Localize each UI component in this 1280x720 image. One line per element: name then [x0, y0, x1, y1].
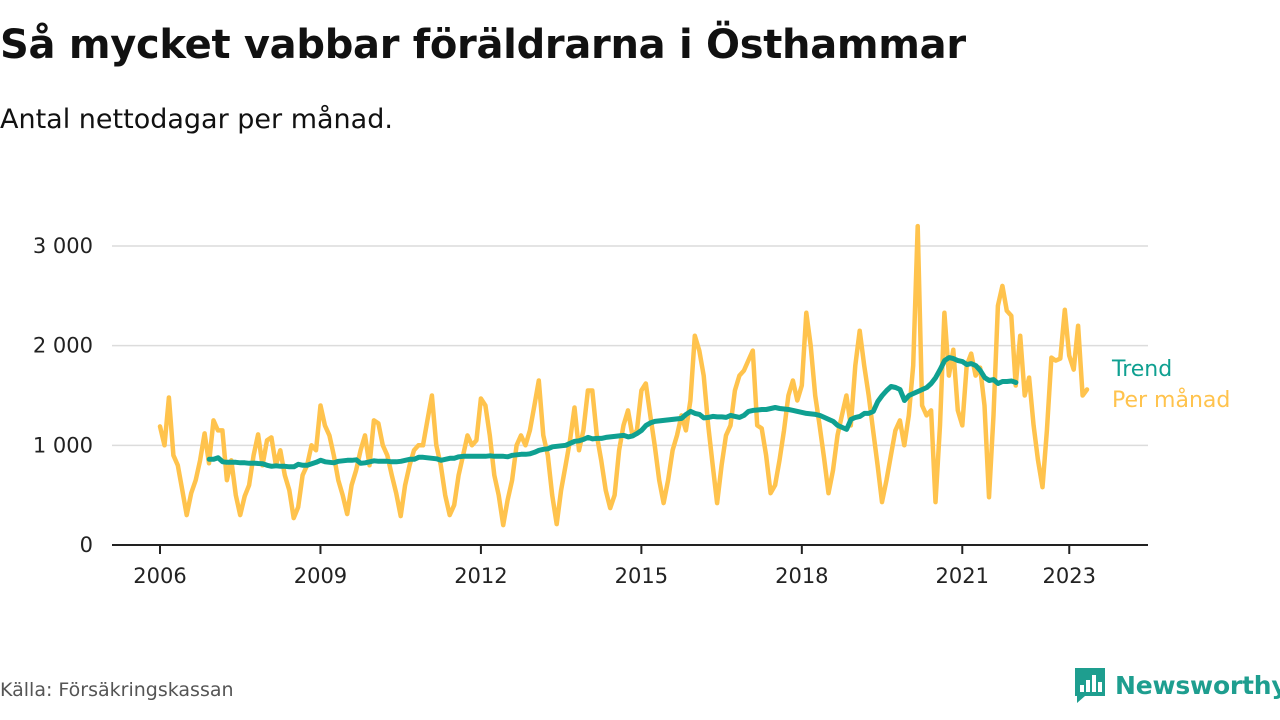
y-tick-label: 1 000	[33, 433, 93, 457]
chart-subtitle: Antal nettodagar per månad.	[0, 104, 393, 135]
newsworthy-logo-icon	[1075, 668, 1105, 703]
x-tick-label: 2015	[615, 564, 668, 588]
y-tick-label: 2 000	[33, 334, 93, 358]
x-tick-label: 2009	[294, 564, 347, 588]
legend-label-per-manad: Per månad	[1112, 387, 1230, 413]
legend: Trend Per månad	[1111, 357, 1230, 413]
x-tick-label: 2021	[936, 564, 989, 588]
series-line-per-manad	[157, 223, 1090, 528]
y-tick-label: 3 000	[33, 234, 93, 258]
chart-title: Så mycket vabbar föräldrarna i Östhammar	[0, 22, 966, 68]
x-tick-label: 2018	[775, 564, 828, 588]
source-note: Källa: Försäkringskassan	[0, 679, 234, 701]
y-tick-label: 0	[80, 533, 93, 557]
series-line-trend	[206, 355, 1019, 470]
x-tick-label: 2006	[133, 564, 186, 588]
x-tick-label: 2023	[1043, 564, 1096, 588]
brand-name: Newsworthy	[1115, 670, 1280, 700]
y-axis-ticks: 0 1 000 2 000 3 000	[33, 234, 93, 557]
x-tick-label: 2012	[454, 564, 507, 588]
gridlines	[112, 245, 1148, 447]
x-axis: 2006 2009 2012 2015 2018 2021 2023	[112, 544, 1148, 588]
newsworthy-brand[interactable]: Newsworthy	[1073, 664, 1280, 706]
series-lines	[157, 223, 1090, 528]
legend-label-trend: Trend	[1111, 357, 1172, 382]
